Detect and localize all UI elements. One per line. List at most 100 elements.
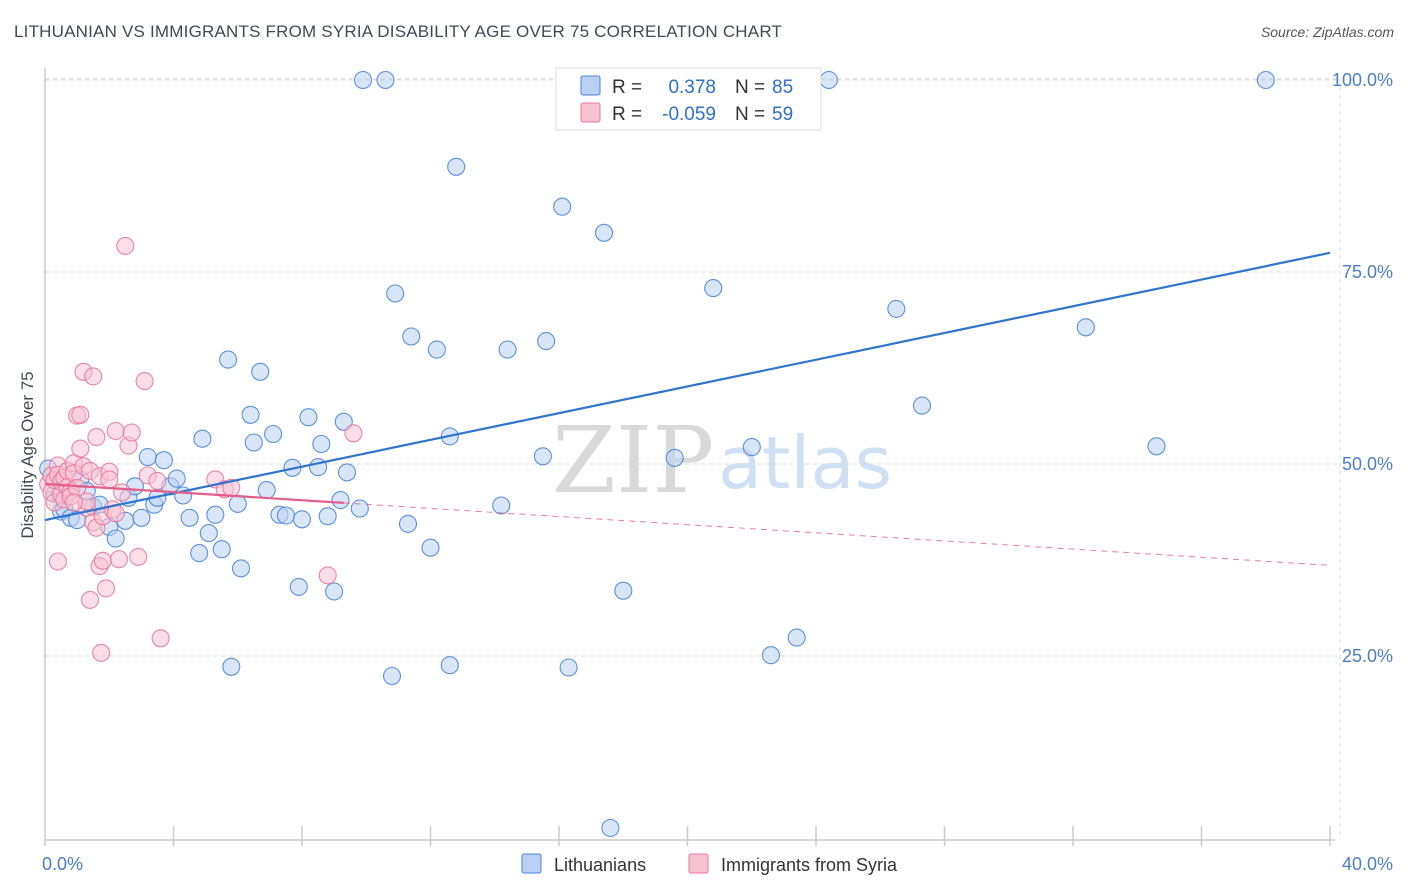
syria-point [96, 579, 116, 598]
syria-point [129, 547, 148, 566]
legend-swatch-lithuanians [580, 75, 601, 96]
lithuanians-point [106, 529, 125, 548]
lithuanians-point [251, 362, 270, 381]
legend-r-label: R = [612, 77, 642, 98]
watermark-atlas: atlas [718, 421, 892, 505]
legend-swatch-lithuanians [521, 853, 542, 874]
y-tick-label: 75.0% [1342, 262, 1393, 282]
syria-point [80, 590, 100, 609]
syria-trend-line [44, 482, 344, 504]
lithuanians-point [299, 408, 318, 427]
syria-point [100, 470, 119, 489]
lithuanians-point [1147, 437, 1166, 456]
x-tick-label: 40.0% [1342, 854, 1393, 874]
legend-label-lithuanians: Lithuanians [554, 855, 646, 875]
lithuanians-point [353, 70, 373, 90]
lithuanians-point [219, 350, 238, 369]
lithuanians-point [132, 508, 151, 527]
syria-trend-line-extension [343, 502, 1331, 566]
lithuanians-point [492, 496, 511, 515]
lithuanians-point [331, 491, 350, 510]
lithuanians-point [244, 433, 263, 452]
legend-n-label: N = [735, 104, 765, 125]
syria-point [318, 566, 337, 585]
lithuanians-point [1256, 70, 1275, 90]
lithuanians-point [167, 469, 186, 488]
syria-point [92, 643, 111, 662]
lithuanians-point [228, 494, 247, 513]
lithuanians-point [264, 424, 283, 444]
lithuanians-point [559, 658, 578, 677]
points-layer [39, 70, 1275, 838]
axis-layer [44, 68, 1335, 846]
syria-point [48, 552, 67, 571]
syria-point [64, 493, 83, 512]
syria-point [87, 428, 106, 447]
y-tick-label: 100.0% [1332, 70, 1393, 90]
lithuanians-point [212, 540, 231, 559]
y-tick-label: 50.0% [1342, 454, 1393, 474]
legend-n-value: 59 [772, 104, 793, 125]
lithuanians-point [222, 657, 241, 676]
lithuanians-point [325, 582, 344, 601]
lithuanians-point [180, 508, 199, 527]
lithuanians-point [447, 157, 466, 176]
series-legend: Lithuanians Immigrants from Syria [521, 853, 898, 875]
lithuanians-point [386, 284, 405, 303]
legend-label-syria: Immigrants from Syria [721, 855, 898, 875]
syria-point [113, 483, 132, 502]
lithuanians-point [289, 577, 308, 596]
tick-labels: 25.0% 50.0% 75.0% 100.0% 0.0% 40.0% [42, 70, 1393, 874]
legend-r-value: 0.378 [668, 77, 716, 98]
lithuanians-point [154, 451, 173, 470]
lithuanians-point [231, 559, 251, 578]
lithuanians-point [614, 581, 633, 600]
lithuanians-point [402, 327, 421, 346]
lithuanians-point [206, 505, 225, 524]
trend-layer [44, 251, 1331, 566]
syria-point [135, 372, 154, 391]
lithuanians-point [190, 544, 209, 563]
lithuanians-point [1076, 318, 1095, 337]
syria-point [109, 550, 128, 569]
lithuanians-point [601, 818, 620, 838]
legend-r-label: R = [612, 104, 642, 125]
lithuanians-point [761, 646, 781, 665]
lithuanians-point [421, 538, 440, 557]
lithuanians-point [199, 524, 218, 543]
lithuanians-point [398, 514, 418, 533]
syria-point [71, 439, 90, 458]
legend-n-label: N = [735, 77, 765, 98]
syria-point [106, 421, 125, 441]
lithuanians-point [819, 70, 838, 90]
lithuanians-point [704, 279, 723, 298]
lithuanians-point [553, 197, 572, 216]
lithuanians-point [382, 666, 402, 686]
y-tick-label: 25.0% [1342, 646, 1393, 666]
syria-point [84, 367, 103, 386]
syria-point [151, 629, 170, 648]
lithuanians-point [350, 499, 369, 518]
lithuanians-point [440, 656, 459, 675]
correlation-legend: R = 0.378 N = 85 R = -0.059 N = 59 [555, 67, 822, 131]
legend-swatch-syria [580, 102, 601, 123]
lithuanians-point [742, 438, 761, 457]
syria-point [71, 405, 90, 424]
legend-n-value: 85 [772, 77, 793, 98]
lithuanians-point [787, 628, 806, 647]
lithuanians-point [376, 70, 395, 90]
lithuanians-point [887, 299, 906, 318]
lithuanians-point [276, 506, 295, 525]
legend-swatch-syria [688, 853, 709, 874]
syria-point [344, 424, 363, 443]
syria-point [93, 551, 112, 570]
lithuanians-point [533, 447, 552, 466]
y-axis-label: Disability Age Over 75 [18, 371, 37, 538]
lithuanians-point [337, 463, 357, 482]
chart-title: LITHUANIAN VS IMMIGRANTS FROM SYRIA DISA… [14, 22, 783, 41]
syria-point [148, 471, 167, 490]
source-label: Source: ZipAtlas.com [1260, 24, 1394, 40]
x-tick-label: 0.0% [42, 854, 83, 874]
lithuanians-point [537, 332, 556, 351]
